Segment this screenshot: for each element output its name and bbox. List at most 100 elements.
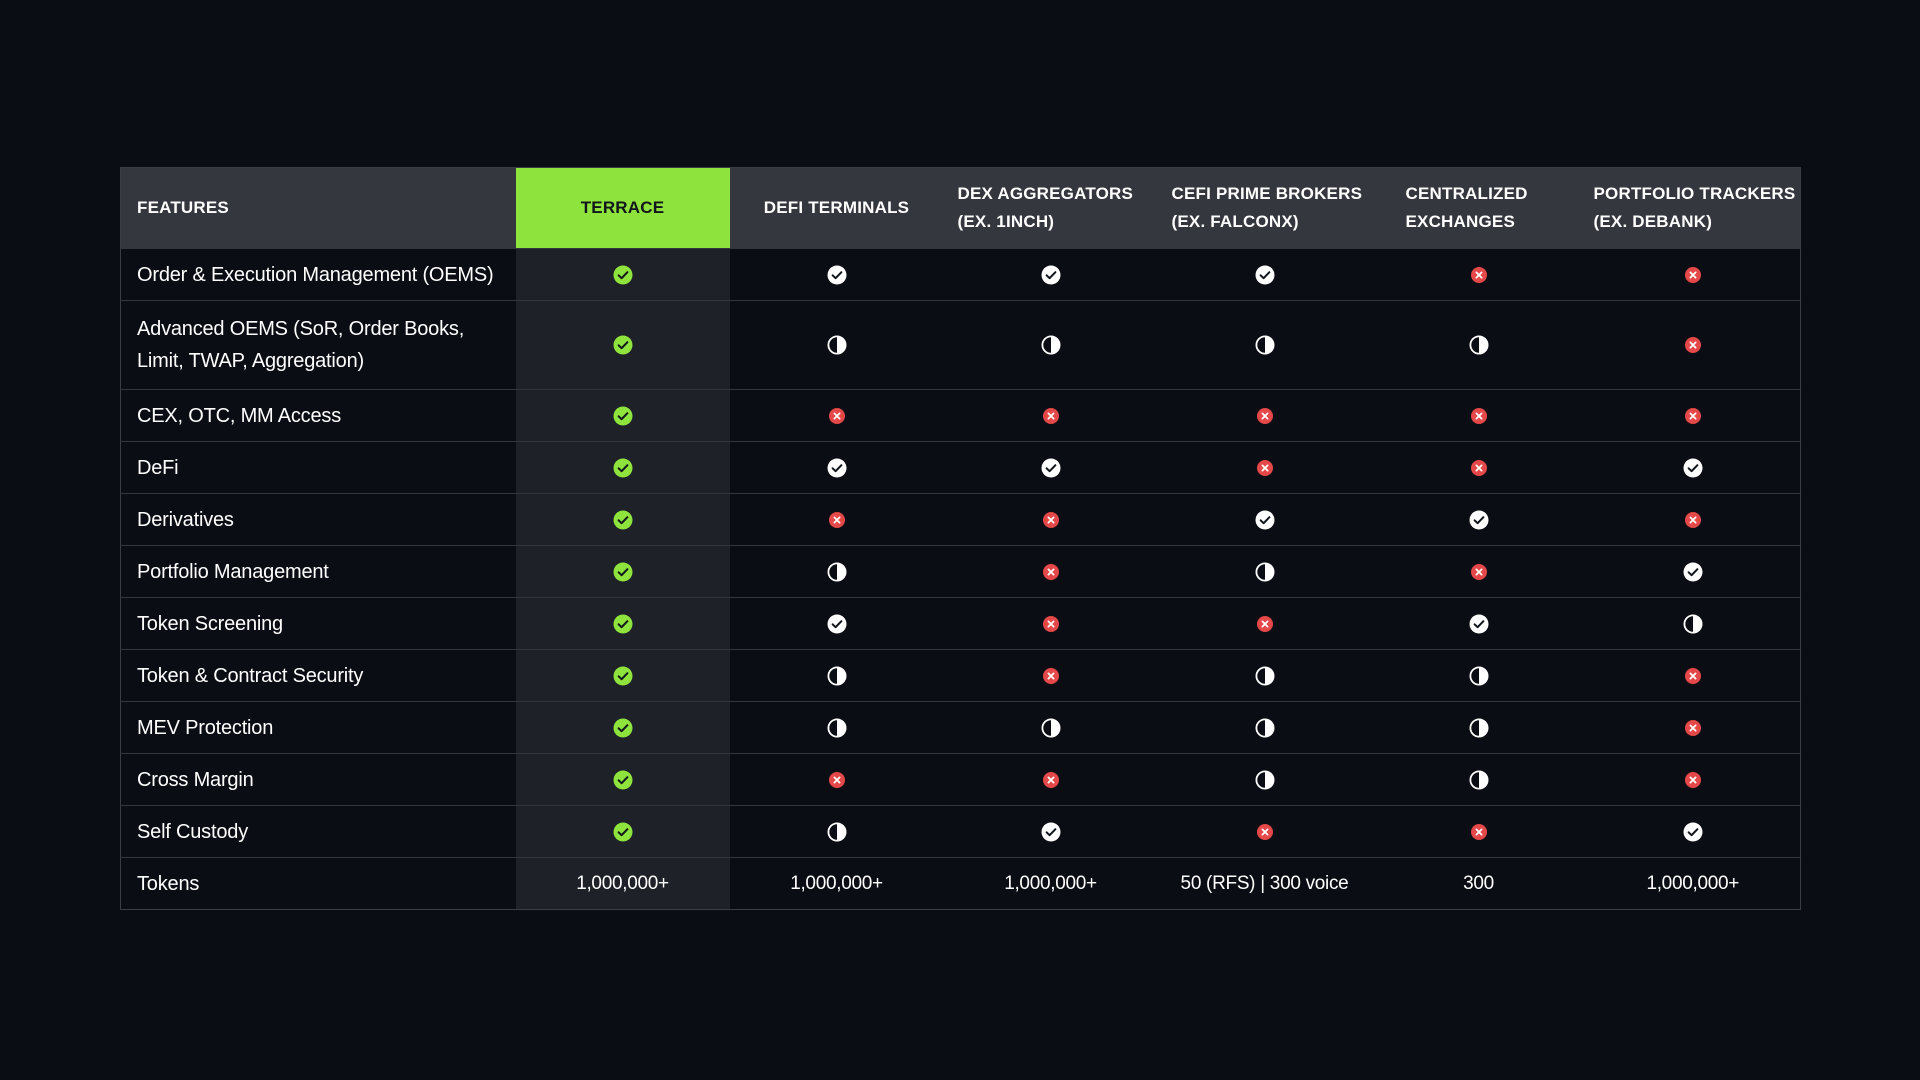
header-row: FEATURES TERRACE DEFI TERMINALS DEX AGGR… [120, 167, 1801, 249]
feature-label: Portfolio Management [120, 545, 516, 598]
status-cell [1157, 248, 1372, 301]
status-cell [729, 389, 944, 442]
half-circle-icon [1468, 718, 1489, 738]
status-cell [729, 805, 944, 858]
x-circle-icon [1041, 562, 1061, 582]
column-header-dex-aggregators: DEX AGGREGATORS (EX. 1INCH) [943, 167, 1158, 249]
status-cell [1585, 389, 1801, 442]
x-circle-icon [1469, 265, 1489, 285]
feature-label: Self Custody [120, 805, 516, 858]
table-row: Cross Margin [120, 753, 1801, 806]
status-cell [1585, 753, 1801, 806]
x-circle-icon [1683, 770, 1703, 790]
check-circle-icon [1469, 614, 1489, 634]
status-cell [1157, 597, 1372, 650]
status-cell [729, 545, 944, 598]
table-body: Order & Execution Management (OEMS) Adva… [120, 248, 1801, 910]
x-circle-icon [1041, 406, 1061, 426]
check-circle-icon [613, 822, 633, 842]
x-circle-icon [1041, 614, 1061, 634]
x-circle-icon [1683, 510, 1703, 530]
status-cell [1157, 389, 1372, 442]
check-circle-icon [827, 458, 847, 478]
x-circle-icon [1683, 666, 1703, 686]
x-circle-icon [1255, 406, 1275, 426]
status-cell [1157, 805, 1372, 858]
status-cell [1157, 545, 1372, 598]
half-circle-icon [826, 666, 847, 686]
status-cell [1157, 300, 1372, 390]
status-cell [1371, 805, 1586, 858]
status-cell [1371, 753, 1586, 806]
feature-label: Token & Contract Security [120, 649, 516, 702]
x-circle-icon [1255, 822, 1275, 842]
column-header-defi-terminals: DEFI TERMINALS [729, 167, 944, 249]
status-cell [943, 545, 1158, 598]
half-circle-icon [1040, 718, 1061, 738]
status-cell [1371, 389, 1586, 442]
status-cell [515, 805, 730, 858]
table-row: Advanced OEMS (SoR, Order Books, Limit, T… [120, 300, 1801, 390]
status-cell [515, 597, 730, 650]
status-cell [1157, 441, 1372, 494]
status-cell [515, 248, 730, 301]
x-circle-icon [1041, 510, 1061, 530]
status-cell [943, 441, 1158, 494]
feature-label: Order & Execution Management (OEMS) [120, 248, 516, 301]
status-cell [1585, 701, 1801, 754]
status-cell [515, 649, 730, 702]
tokens-row: Tokens 1,000,000+ 1,000,000+ 1,000,000+ … [120, 857, 1801, 910]
status-cell [943, 300, 1158, 390]
table-row: Derivatives [120, 493, 1801, 546]
x-circle-icon [1469, 822, 1489, 842]
check-circle-icon [613, 562, 633, 582]
check-circle-icon [613, 614, 633, 634]
check-circle-icon [613, 718, 633, 738]
check-circle-icon [827, 614, 847, 634]
check-circle-icon [1683, 562, 1703, 582]
table-row: MEV Protection [120, 701, 1801, 754]
status-cell [1371, 248, 1586, 301]
check-circle-icon [613, 770, 633, 790]
status-cell [943, 701, 1158, 754]
check-circle-icon [1041, 822, 1061, 842]
check-circle-icon [613, 265, 633, 285]
x-circle-icon [1469, 562, 1489, 582]
table-row: DeFi [120, 441, 1801, 494]
status-cell [943, 753, 1158, 806]
tokens-value-cefi-prime-brokers: 50 (RFS) | 300 voice [1157, 857, 1372, 910]
status-cell [1585, 649, 1801, 702]
check-circle-icon [1041, 265, 1061, 285]
status-cell [943, 248, 1158, 301]
check-circle-icon [1683, 458, 1703, 478]
feature-comparison-table: FEATURES TERRACE DEFI TERMINALS DEX AGGR… [120, 167, 1801, 910]
x-circle-icon [827, 406, 847, 426]
half-circle-icon [1254, 335, 1275, 355]
table-row: Token Screening [120, 597, 1801, 650]
status-cell [729, 701, 944, 754]
check-circle-icon [827, 265, 847, 285]
check-circle-icon [613, 510, 633, 530]
feature-label: CEX, OTC, MM Access [120, 389, 516, 442]
status-cell [729, 248, 944, 301]
x-circle-icon [1683, 718, 1703, 738]
column-header-features: FEATURES [120, 167, 516, 249]
x-circle-icon [827, 510, 847, 530]
status-cell [1585, 597, 1801, 650]
tokens-value-portfolio-trackers: 1,000,000+ [1585, 857, 1801, 910]
half-circle-icon [1254, 666, 1275, 686]
table-row: Token & Contract Security [120, 649, 1801, 702]
tokens-value-terrace: 1,000,000+ [515, 857, 730, 910]
column-header-terrace: TERRACE [515, 167, 730, 249]
status-cell [729, 649, 944, 702]
status-cell [1585, 300, 1801, 390]
check-circle-icon [613, 458, 633, 478]
table-row: Self Custody [120, 805, 1801, 858]
column-header-cefi-prime-brokers: CEFI PRIME BROKERS (EX. FALCONX) [1157, 167, 1372, 249]
status-cell [515, 753, 730, 806]
x-circle-icon [1469, 406, 1489, 426]
status-cell [1157, 753, 1372, 806]
check-circle-icon [1255, 265, 1275, 285]
x-circle-icon [1041, 770, 1061, 790]
status-cell [515, 701, 730, 754]
